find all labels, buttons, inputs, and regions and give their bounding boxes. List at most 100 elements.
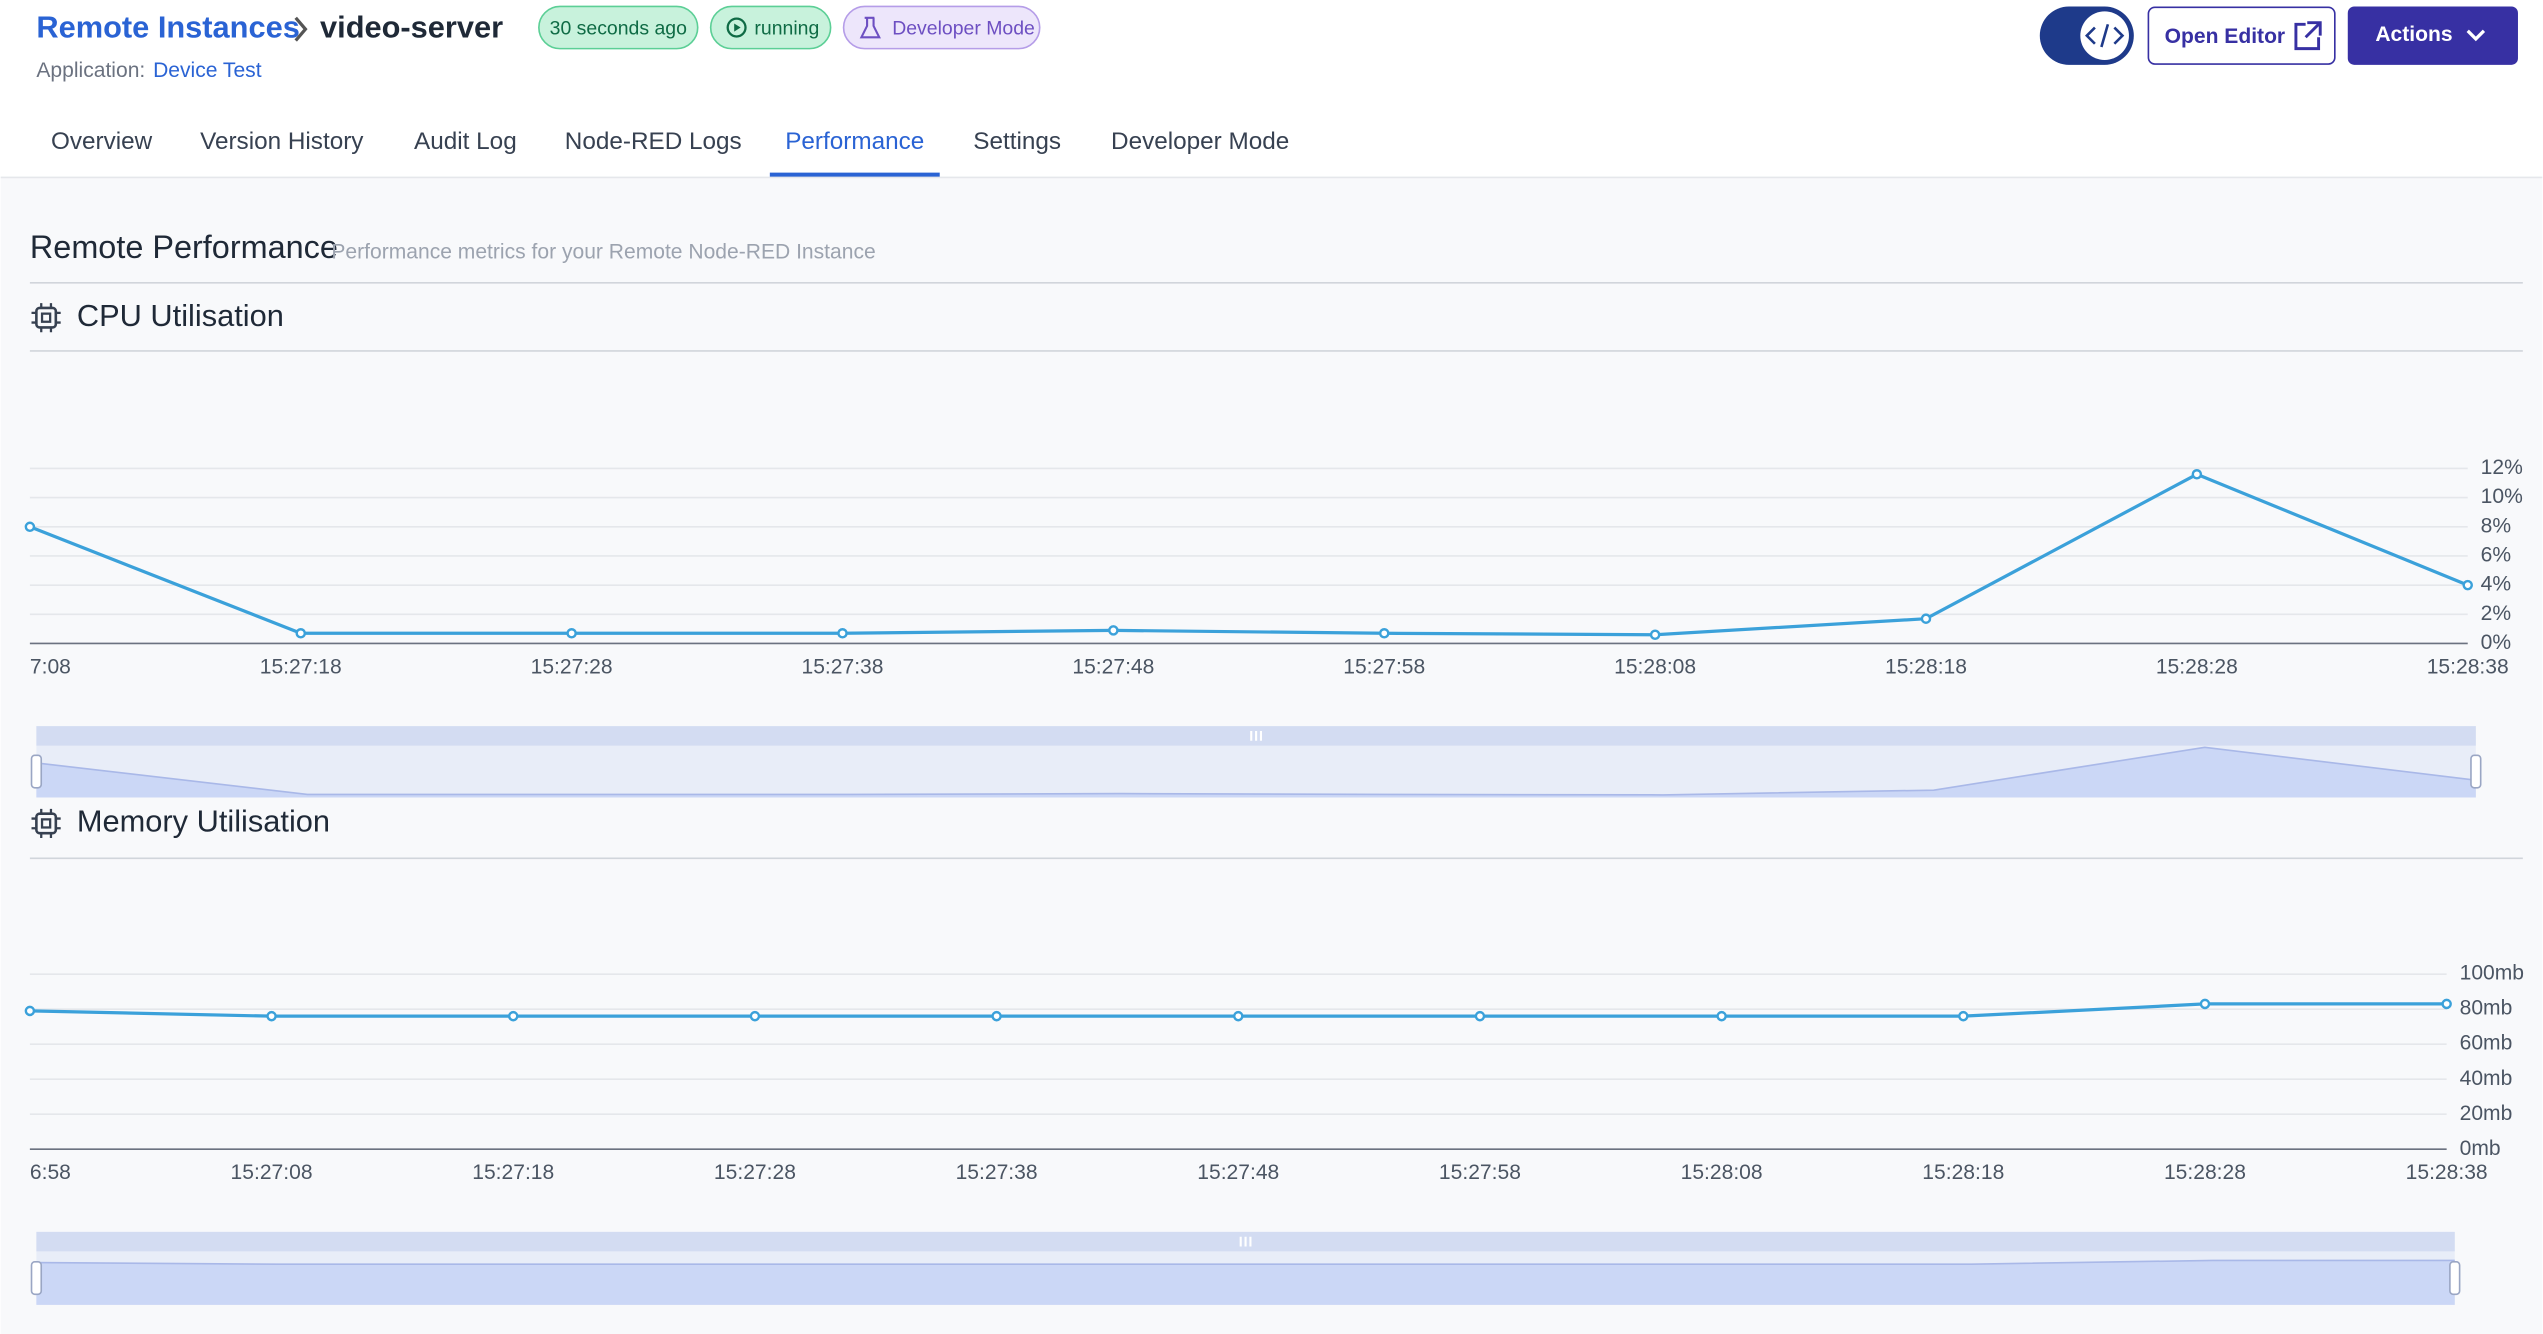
breadcrumb-chevron [294, 16, 308, 42]
tab[interactable]: Overview [51, 128, 153, 155]
x-tick-label: 15:27:58 [1439, 1161, 1521, 1184]
badge-text: running [754, 17, 819, 39]
x-tick-label: 15:28:18 [1922, 1161, 2004, 1184]
badge-text: Developer Mode [892, 17, 1035, 39]
data-point [2191, 469, 2203, 480]
external-icon [2294, 21, 2322, 51]
data-point [1716, 1010, 1727, 1022]
slider-handle[interactable] [2470, 754, 2482, 789]
tab[interactable]: Audit Log [414, 128, 517, 155]
data-point [566, 628, 577, 639]
x-tick-label: 15:28:08 [1681, 1161, 1763, 1184]
x-tick-label: 7:08 [30, 655, 71, 678]
x-tick-label: 15:27:28 [531, 655, 613, 678]
open-editor-button[interactable] [2147, 6, 2336, 65]
x-tick-label: 6:58 [30, 1161, 71, 1184]
series-line [29, 472, 2469, 637]
code-icon [2084, 23, 2125, 48]
slider-grip [1239, 1236, 1252, 1247]
x-tick-label: 15:28:38 [2427, 655, 2509, 678]
badge [538, 5, 699, 50]
slider-area [36, 747, 2476, 798]
y-tick-label: 0mb [2460, 1137, 2501, 1160]
data-point [749, 1010, 761, 1022]
x-tick-label: 15:27:28 [714, 1161, 796, 1184]
x-tick-label: 15:27:48 [1072, 655, 1154, 678]
chip-icon [31, 303, 61, 333]
button-text: Actions [2375, 23, 2452, 46]
running-icon [726, 17, 747, 38]
chart: CPU Utilisation 0% 2% 4% 6% 8% 10% 12% 7:08 15:27… [24, 298, 2523, 798]
slider-line [36, 1259, 2455, 1265]
data-point [1920, 613, 1932, 624]
application-link[interactable]: Device Test [153, 59, 262, 82]
charts: CPU Utilisation 0% 2% 4% 6% 8% 10% 12% 7:08 15:27… [24, 298, 2524, 1305]
y-tick-label: 6% [2481, 544, 2511, 567]
x-tick-label: 15:28:28 [2156, 655, 2238, 678]
data-point [1649, 629, 1661, 641]
data-point [2199, 998, 2211, 1010]
data-point [24, 1005, 36, 1017]
y-tick-label: 100mb [2460, 962, 2524, 985]
button-text: Open Editor [2165, 25, 2286, 48]
data-point [24, 521, 36, 533]
chip-icon [31, 808, 61, 839]
data-point [1378, 628, 1390, 639]
chip-icon-core [40, 312, 52, 323]
badge [709, 5, 832, 50]
tab[interactable]: Settings [973, 128, 1061, 155]
slider-grip [1250, 731, 1263, 741]
slider-handle[interactable] [2449, 1261, 2461, 1296]
chart: Memory Utilisation 0mb 20mb 40mb 60mb 80mb 100… [24, 804, 2524, 1305]
slider-handle[interactable] [30, 754, 43, 789]
x-tick-label: 15:27:58 [1343, 655, 1425, 678]
tab[interactable]: Version History [200, 128, 364, 155]
y-tick-label: 80mb [2460, 997, 2513, 1020]
tab[interactable]: Performance [785, 128, 924, 155]
active-tab-indicator [769, 172, 940, 178]
y-tick-label: 20mb [2460, 1102, 2513, 1125]
y-tick-label: 2% [2481, 602, 2511, 625]
data-point [991, 1010, 1002, 1022]
y-tick-label: 60mb [2460, 1032, 2513, 1055]
y-tick-label: 40mb [2460, 1067, 2513, 1090]
data-point [2441, 998, 2452, 1010]
data-point [266, 1010, 277, 1022]
running-icon [734, 23, 741, 32]
tab[interactable]: Developer Mode [1111, 128, 1289, 155]
x-tick-label: 15:28:28 [2164, 1161, 2246, 1184]
tab[interactable]: Node-RED Logs [565, 128, 742, 155]
x-tick-label: 15:28:08 [1614, 655, 1696, 678]
data-point [2462, 579, 2473, 591]
y-tick-label: 12% [2481, 456, 2523, 479]
x-tick-label: 15:27:38 [802, 655, 884, 678]
x-tick-label: 15:27:48 [1197, 1161, 1279, 1184]
badge [842, 5, 1041, 50]
flask-icon [859, 16, 881, 39]
x-tick-label: 15:27:18 [472, 1161, 554, 1184]
chip-icon-core [40, 818, 52, 829]
x-tick-label: 15:28:18 [1885, 655, 1967, 678]
y-tick-label: 4% [2481, 573, 2511, 596]
slider-line [36, 746, 2476, 796]
badge-text: 30 seconds ago [550, 17, 687, 39]
actions-button[interactable] [2347, 6, 2518, 65]
chip-icon [35, 812, 58, 835]
slider-area [36, 1260, 2455, 1305]
data-point [1958, 1010, 1969, 1022]
y-tick-label: 10% [2481, 485, 2523, 508]
instance-title: video-server [320, 9, 503, 44]
slider-handle[interactable] [30, 1261, 43, 1296]
x-tick-label: 15:27:08 [231, 1161, 313, 1184]
y-tick-label: 0% [2481, 631, 2511, 654]
data-point [1474, 1010, 1486, 1022]
breadcrumb-link[interactable]: Remote Instances [36, 9, 299, 44]
data-point [837, 628, 848, 639]
x-tick-label: 15:27:18 [260, 655, 342, 678]
tab-bar: Overview Version History Audit Log Node-RED… [51, 128, 1289, 178]
y-tick-label: 8% [2481, 514, 2511, 537]
chart-title: Memory Utilisation [77, 804, 330, 839]
section-title: Remote Performance [30, 229, 338, 265]
